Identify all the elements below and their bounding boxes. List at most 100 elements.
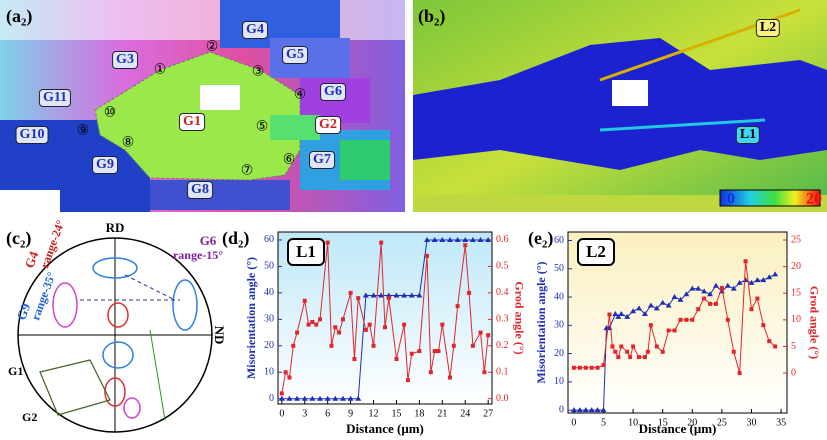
- marker: [279, 391, 284, 396]
- marker: [371, 343, 376, 348]
- marker: [408, 292, 415, 298]
- x-tick-label: 20: [687, 417, 697, 428]
- marker: [678, 317, 683, 322]
- marker: [424, 236, 431, 242]
- marker: [463, 243, 468, 248]
- point-label: ①: [153, 62, 167, 78]
- x-tick-label: 30: [746, 417, 756, 428]
- grain-label: G1: [179, 113, 205, 131]
- marker: [314, 322, 319, 327]
- grain-label: G7: [309, 151, 335, 169]
- y2-axis-label: Grod angle (°): [512, 281, 526, 354]
- y2-tick-label: 0.0: [496, 393, 509, 404]
- marker: [347, 395, 354, 401]
- marker: [607, 312, 612, 317]
- marker: [659, 299, 666, 305]
- marker: [401, 292, 408, 298]
- y2-tick-label: 25: [791, 234, 801, 245]
- nd-label: ND: [212, 326, 227, 345]
- x-tick-label: 5: [601, 417, 606, 428]
- y2-tick-label: 0.6: [496, 234, 509, 245]
- marker: [630, 308, 637, 314]
- point-label: ⑤: [255, 119, 269, 135]
- title-box: [577, 238, 615, 266]
- marker: [707, 291, 714, 297]
- point-label: ⑩: [103, 105, 117, 121]
- marker: [615, 313, 622, 319]
- marker: [766, 274, 773, 280]
- y-tick-label: 50: [554, 263, 564, 274]
- point-label: ⑥: [282, 152, 296, 168]
- colorbar-max: 20: [806, 191, 822, 208]
- marker: [291, 343, 296, 348]
- point-label: ⑦: [240, 163, 254, 179]
- marker: [383, 325, 387, 330]
- marker: [485, 236, 492, 242]
- x-tick-label: 15: [658, 417, 668, 428]
- marker: [773, 344, 778, 349]
- marker: [767, 339, 772, 344]
- marker: [616, 355, 621, 360]
- panel-label: (e₂): [528, 228, 553, 249]
- marker: [432, 349, 437, 354]
- y-tick-label: 20: [554, 348, 564, 359]
- point-label: ②: [205, 39, 219, 55]
- marker: [677, 296, 684, 302]
- x-tick-label: 25: [717, 417, 727, 428]
- marker: [462, 236, 469, 242]
- y2-tick-label: 20: [791, 261, 801, 272]
- series-line: [281, 239, 489, 400]
- y-tick-label: 40: [264, 287, 274, 298]
- x-tick-label: 10: [628, 417, 638, 428]
- pole-figure: [17, 237, 213, 433]
- marker: [417, 349, 422, 354]
- marker: [648, 323, 653, 328]
- marker: [713, 301, 718, 306]
- marker: [393, 292, 400, 298]
- group-label: G9: [14, 301, 34, 322]
- marker: [690, 317, 695, 322]
- marker: [409, 351, 414, 356]
- marker: [425, 253, 430, 258]
- marker: [571, 365, 576, 370]
- chart-title: L2: [586, 242, 606, 261]
- marker: [467, 290, 472, 295]
- marker: [428, 370, 433, 375]
- line-label: G2: [22, 410, 37, 424]
- grain-label: G3: [112, 51, 138, 69]
- grain-label: G5: [282, 46, 308, 64]
- y-tick-label: 60: [264, 234, 274, 245]
- y2-axis-label: Grod angle (°): [807, 286, 821, 359]
- y2-tick-label: 10: [791, 314, 801, 325]
- marker: [755, 296, 760, 301]
- marker: [317, 395, 324, 401]
- marker: [619, 344, 624, 349]
- line-chart: 0 5 10 15 20 25 30 35 0 10 20 30 40 50 60 0 5 10 15 20 25 (e₂…: [528, 228, 821, 436]
- group-label: G4: [22, 249, 42, 270]
- panel-label: (d₂): [222, 228, 249, 249]
- marker: [730, 285, 737, 291]
- marker: [339, 395, 346, 401]
- marker: [642, 355, 647, 360]
- marker: [628, 355, 633, 360]
- marker: [702, 296, 707, 301]
- marker: [612, 311, 619, 317]
- y2-tick-label: 0.5: [496, 261, 509, 272]
- point-label: ③: [251, 64, 265, 80]
- x-tick-label: 18: [414, 408, 424, 419]
- x-tick-label: 3: [302, 408, 307, 419]
- x-tick-label: 0: [279, 408, 284, 419]
- marker: [754, 277, 761, 283]
- marker: [701, 288, 708, 294]
- x-tick-label: 21: [437, 408, 447, 419]
- marker: [363, 327, 368, 332]
- marker: [355, 395, 362, 401]
- marker: [352, 357, 357, 362]
- marker: [577, 365, 582, 370]
- marker: [362, 292, 369, 298]
- marker: [582, 407, 589, 413]
- point-label: ⑨: [76, 123, 90, 139]
- marker: [283, 370, 288, 375]
- marker: [325, 240, 330, 245]
